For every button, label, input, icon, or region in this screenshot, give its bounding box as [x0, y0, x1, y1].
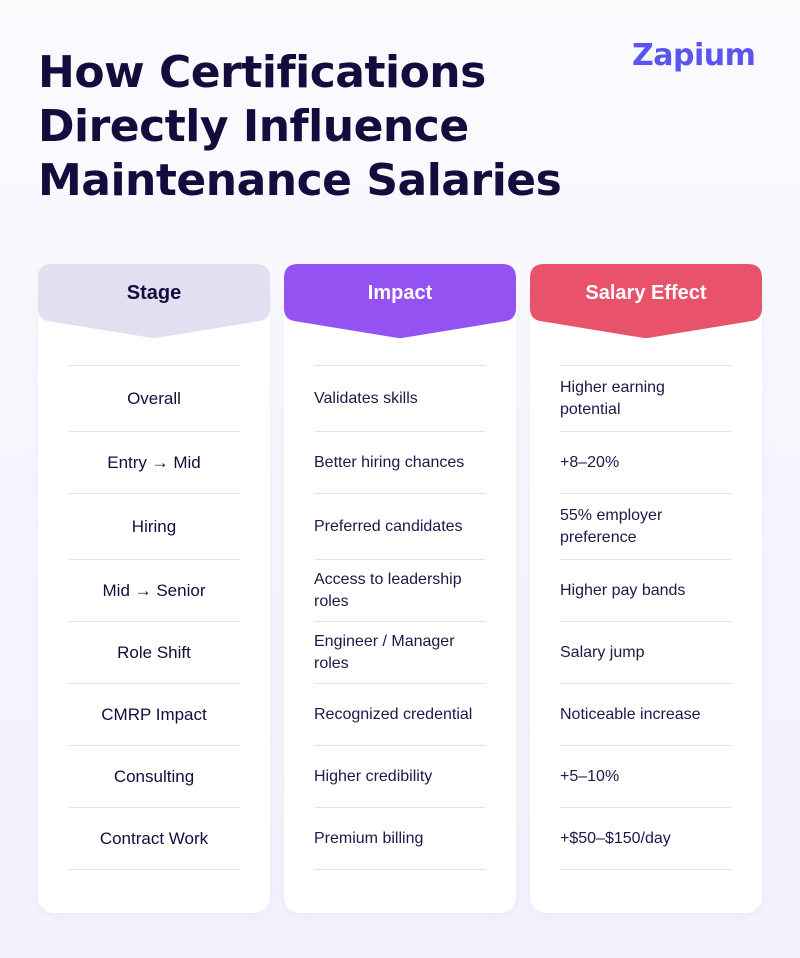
- stage-card: [38, 284, 270, 913]
- table-row: Consulting: [68, 746, 240, 808]
- column-stage: Stage Overall Entry → Mid Hiring Mid → S…: [38, 264, 270, 913]
- salary-effect-rows: Higher earning potential +8–20% 55% empl…: [560, 365, 732, 870]
- title-line-3: Maintenance Salaries: [38, 155, 562, 206]
- zapium-logo: Zapium: [632, 38, 756, 73]
- table-row: 55% employer preference: [560, 494, 732, 560]
- table-row: CMRP Impact: [68, 684, 240, 746]
- table-row: Role Shift: [68, 622, 240, 684]
- table-row: Higher earning potential: [560, 366, 732, 432]
- table-row: Recognized credential: [314, 684, 486, 746]
- title-line-2: Directly Influence: [38, 101, 469, 152]
- table-row: Salary jump: [560, 622, 732, 684]
- column-salary-effect: Salary Effect Higher earning potential +…: [530, 264, 762, 913]
- table-row: +$50–$150/day: [560, 808, 732, 870]
- table-row: +5–10%: [560, 746, 732, 808]
- table-row: Engineer / Manager roles: [314, 622, 486, 684]
- salary-effect-card: [530, 284, 762, 913]
- page-title: How Certifications Directly Influence Ma…: [38, 46, 598, 208]
- impact-card: [284, 284, 516, 913]
- column-impact: Impact Validates skills Better hiring ch…: [284, 264, 516, 913]
- table-row: Access to leadership roles: [314, 560, 486, 622]
- table-row: Entry → Mid: [68, 432, 240, 494]
- table-row: Contract Work: [68, 808, 240, 870]
- stage-header-label: Stage: [126, 281, 182, 304]
- table-row: Premium billing: [314, 808, 486, 870]
- chevron-header-shape-icon: [38, 264, 270, 338]
- chevron-header-shape-icon: [284, 264, 516, 338]
- table-row: Higher credibility: [314, 746, 486, 808]
- table-row: Preferred candidates: [314, 494, 486, 560]
- title-line-1: How Certifications: [38, 47, 486, 98]
- impact-rows: Validates skills Better hiring chances P…: [314, 365, 486, 870]
- table-row: Overall: [68, 366, 240, 432]
- chevron-header-shape-icon: [530, 264, 762, 338]
- table-row: Hiring: [68, 494, 240, 560]
- impact-header-label: Impact: [367, 281, 433, 304]
- table-row: Noticeable increase: [560, 684, 732, 746]
- table-row: Validates skills: [314, 366, 486, 432]
- table-row: Higher pay bands: [560, 560, 732, 622]
- salary-effect-header: Salary Effect: [530, 264, 762, 338]
- impact-header: Impact: [284, 264, 516, 338]
- table-row: Better hiring chances: [314, 432, 486, 494]
- table-row: +8–20%: [560, 432, 732, 494]
- stage-header: Stage: [38, 264, 270, 338]
- salary-effect-header-label: Salary Effect: [585, 281, 707, 304]
- comparison-table: Stage Overall Entry → Mid Hiring Mid → S…: [38, 264, 762, 913]
- table-row: Mid → Senior: [68, 560, 240, 622]
- stage-rows: Overall Entry → Mid Hiring Mid → Senior …: [68, 365, 240, 870]
